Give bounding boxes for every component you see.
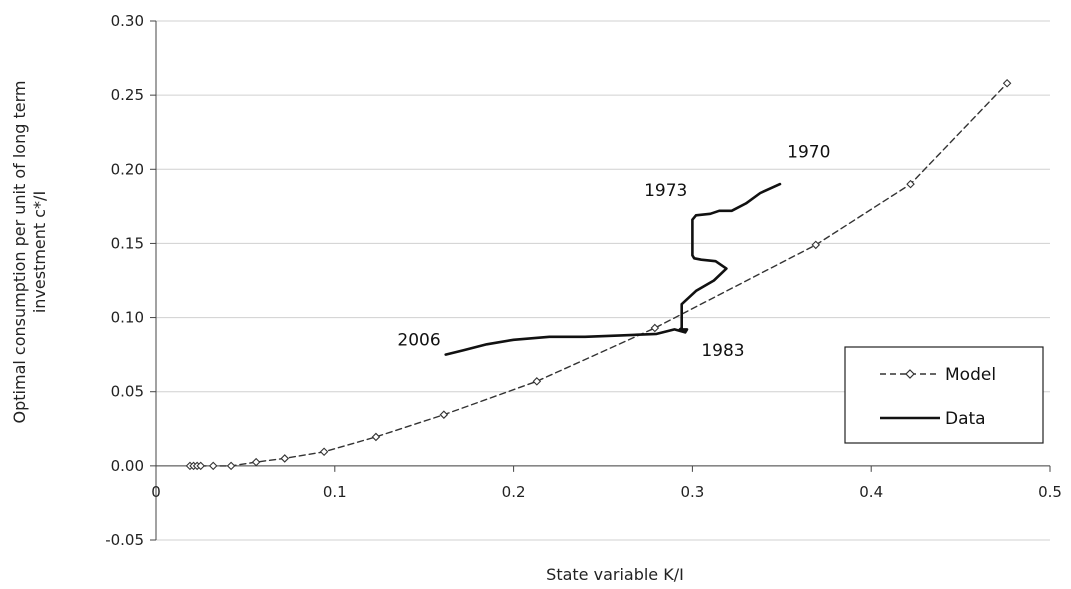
data-point-model bbox=[811, 240, 821, 250]
y-tick-label: 0.30 bbox=[111, 12, 144, 30]
y-tick-label: 0.15 bbox=[111, 234, 144, 252]
x-tick-label: 0.4 bbox=[859, 483, 883, 501]
data-point-model bbox=[226, 461, 236, 471]
y-tick-labels: -0.05 0.00 0.05 0.10 0.15 0.20 0.25 0.30 bbox=[105, 12, 144, 549]
data-point-model bbox=[532, 377, 542, 386]
data-point-model bbox=[280, 454, 290, 463]
annotation-label: 1983 bbox=[701, 341, 744, 361]
data-point-model bbox=[439, 410, 449, 419]
y-tick-label: 0.25 bbox=[111, 86, 144, 104]
axes bbox=[155, 21, 1051, 540]
data-point-model bbox=[650, 323, 660, 333]
y-tick-label: 0.10 bbox=[111, 309, 144, 327]
data-point-model bbox=[208, 461, 218, 471]
series-group bbox=[185, 79, 1012, 471]
legend: Model Data bbox=[844, 346, 1044, 444]
x-tick-label: 0.1 bbox=[323, 483, 347, 501]
annotation-label: 1973 bbox=[644, 181, 687, 201]
legend-model-marker bbox=[905, 369, 915, 379]
annotations: 1970 1973 1983 2006 bbox=[397, 142, 830, 361]
legend-data-label: Data bbox=[945, 409, 986, 429]
legend-model-label: Model bbox=[945, 365, 996, 385]
data-point-model bbox=[319, 447, 329, 457]
y-tick-label: 0.20 bbox=[111, 160, 144, 178]
data-point-model bbox=[1002, 79, 1012, 88]
annotation-label: 1970 bbox=[787, 142, 830, 162]
data-point-model bbox=[371, 432, 381, 442]
x-tick-label: 0.5 bbox=[1038, 483, 1062, 501]
x-tick-label: 0 bbox=[151, 483, 161, 501]
y-tick-label: 0.05 bbox=[111, 383, 144, 401]
data-point-model bbox=[251, 457, 261, 467]
data-point-model bbox=[196, 461, 205, 471]
series-line-data bbox=[444, 182, 782, 356]
y-tick-label: 0.00 bbox=[111, 457, 144, 475]
x-tick-label: 0.3 bbox=[680, 483, 704, 501]
x-tick-label: 0.2 bbox=[502, 483, 526, 501]
x-axis-label: State variable K/I bbox=[546, 565, 684, 584]
annotation-label: 2006 bbox=[397, 331, 440, 351]
data-point-model bbox=[906, 179, 915, 189]
y-tick-label: -0.05 bbox=[105, 531, 144, 549]
series-line-model bbox=[189, 82, 1008, 467]
legend-box bbox=[844, 346, 1044, 444]
y-axis-label-line-2: investment c*/I bbox=[30, 191, 49, 313]
x-tick-labels: 0 0.1 0.2 0.3 0.4 0.5 bbox=[151, 483, 1062, 501]
y-axis-label-line-1: Optimal consumption per unit of long ter… bbox=[10, 81, 29, 424]
